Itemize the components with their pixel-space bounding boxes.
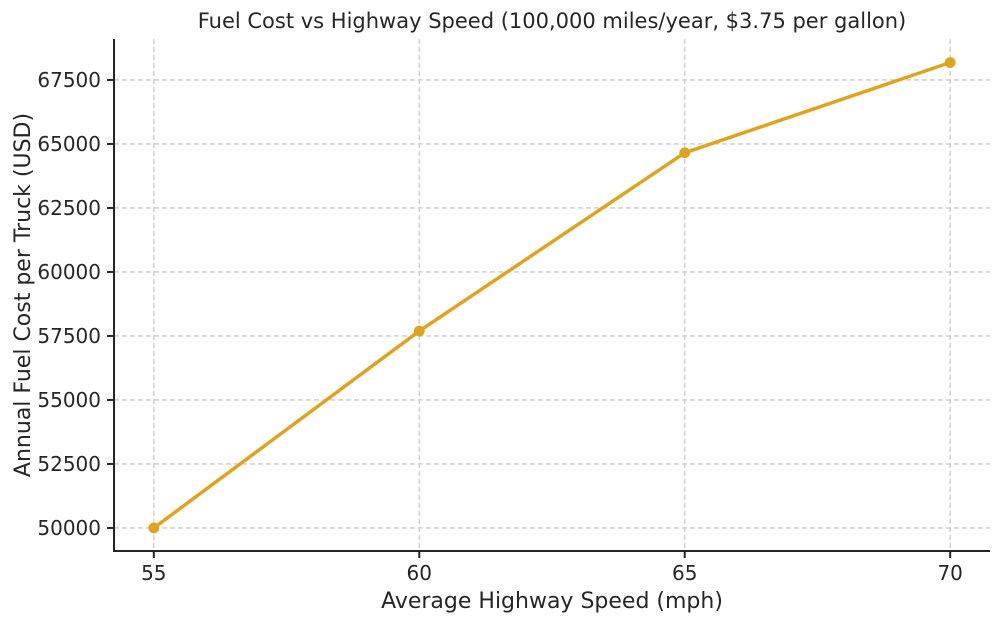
x-tick-label: 70 <box>937 561 962 585</box>
x-tick-label: 55 <box>141 561 166 585</box>
spines <box>113 39 990 552</box>
y-tick-label: 57500 <box>37 324 101 348</box>
x-tick-label: 60 <box>407 561 432 585</box>
y-tick-label: 62500 <box>37 196 101 220</box>
x-axis-label: Average Highway Speed (mph) <box>381 589 723 614</box>
x-tick-label: 65 <box>672 561 697 585</box>
y-tick-label: 55000 <box>37 388 101 412</box>
data-point-marker <box>944 57 956 68</box>
data-line <box>152 60 952 530</box>
grid <box>114 39 990 551</box>
data-point-marker <box>679 147 691 159</box>
data-point-marker <box>413 325 425 337</box>
y-tick-label: 60000 <box>37 260 101 284</box>
tick-marks <box>107 78 952 558</box>
y-tick-label: 67500 <box>37 68 101 92</box>
y-axis-label: Annual Fuel Cost per Truck (USD) <box>11 113 36 477</box>
y-tick-label: 52500 <box>37 452 101 476</box>
chart-title: Fuel Cost vs Highway Speed (100,000 mile… <box>198 9 907 33</box>
y-tick-label: 50000 <box>37 516 101 540</box>
y-tick-label: 65000 <box>37 132 101 156</box>
data-point-marker <box>148 522 160 534</box>
